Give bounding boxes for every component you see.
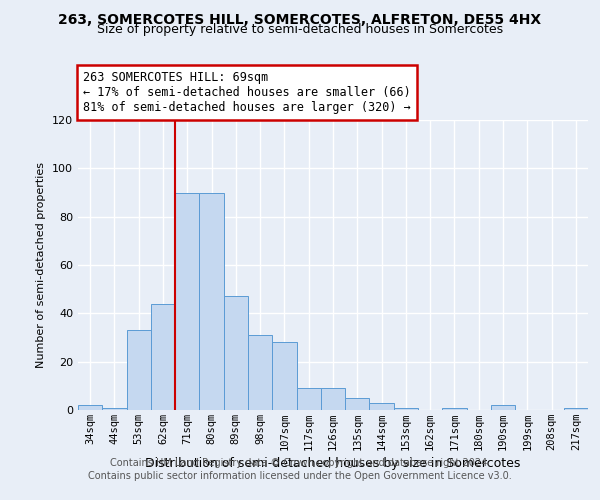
- X-axis label: Distribution of semi-detached houses by size in Somercotes: Distribution of semi-detached houses by …: [145, 457, 521, 470]
- Bar: [175, 192, 199, 410]
- Bar: [248, 335, 272, 410]
- Bar: [491, 405, 515, 410]
- Y-axis label: Number of semi-detached properties: Number of semi-detached properties: [37, 162, 46, 368]
- Text: 263, SOMERCOTES HILL, SOMERCOTES, ALFRETON, DE55 4HX: 263, SOMERCOTES HILL, SOMERCOTES, ALFRET…: [58, 12, 542, 26]
- Bar: [296, 388, 321, 410]
- Bar: [272, 342, 296, 410]
- Bar: [127, 330, 151, 410]
- Bar: [442, 408, 467, 410]
- Bar: [345, 398, 370, 410]
- Bar: [564, 408, 588, 410]
- Bar: [224, 296, 248, 410]
- Bar: [321, 388, 345, 410]
- Text: Contains HM Land Registry data © Crown copyright and database right 2024.: Contains HM Land Registry data © Crown c…: [110, 458, 490, 468]
- Bar: [78, 405, 102, 410]
- Bar: [151, 304, 175, 410]
- Bar: [199, 192, 224, 410]
- Text: Size of property relative to semi-detached houses in Somercotes: Size of property relative to semi-detach…: [97, 22, 503, 36]
- Bar: [370, 403, 394, 410]
- Bar: [394, 408, 418, 410]
- Bar: [102, 408, 127, 410]
- Text: Contains public sector information licensed under the Open Government Licence v3: Contains public sector information licen…: [88, 471, 512, 481]
- Text: 263 SOMERCOTES HILL: 69sqm
← 17% of semi-detached houses are smaller (66)
81% of: 263 SOMERCOTES HILL: 69sqm ← 17% of semi…: [83, 71, 411, 114]
